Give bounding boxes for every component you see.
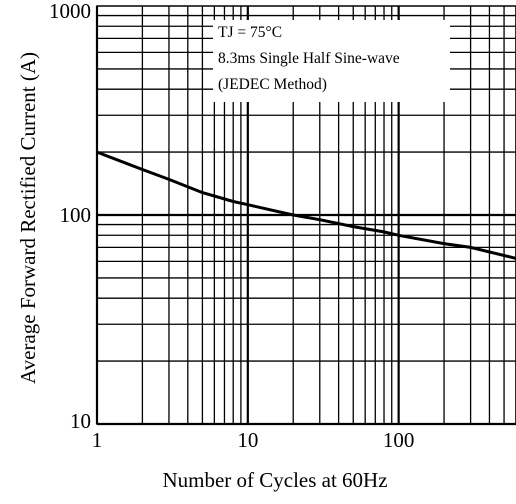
x-tick-labels: 1 10 100 bbox=[92, 428, 415, 452]
y-tick-label-100: 100 bbox=[60, 203, 92, 227]
x-tick-label-10: 10 bbox=[237, 428, 258, 452]
series-line bbox=[96, 150, 516, 260]
x-axis-label: Number of Cycles at 60Hz bbox=[162, 468, 387, 492]
annotation-box bbox=[213, 20, 450, 102]
y-tick-label-10: 10 bbox=[70, 409, 91, 433]
x-tick-label-100: 100 bbox=[383, 428, 415, 452]
y-tick-label-1000: 1000 bbox=[49, 0, 91, 23]
y-tick-labels: 10 100 1000 bbox=[49, 0, 91, 433]
plot-frame bbox=[96, 5, 516, 425]
x-tick-label-1: 1 bbox=[92, 428, 103, 452]
annotation-line-2: 8.3ms Single Half Sine-wave bbox=[218, 50, 400, 67]
y-axis-label: Average Forward Rectified Current (A) bbox=[16, 52, 40, 384]
annotation-line-1: TJ = 75°C bbox=[218, 24, 282, 41]
annotation-line-3: (JEDEC Method) bbox=[218, 76, 327, 93]
